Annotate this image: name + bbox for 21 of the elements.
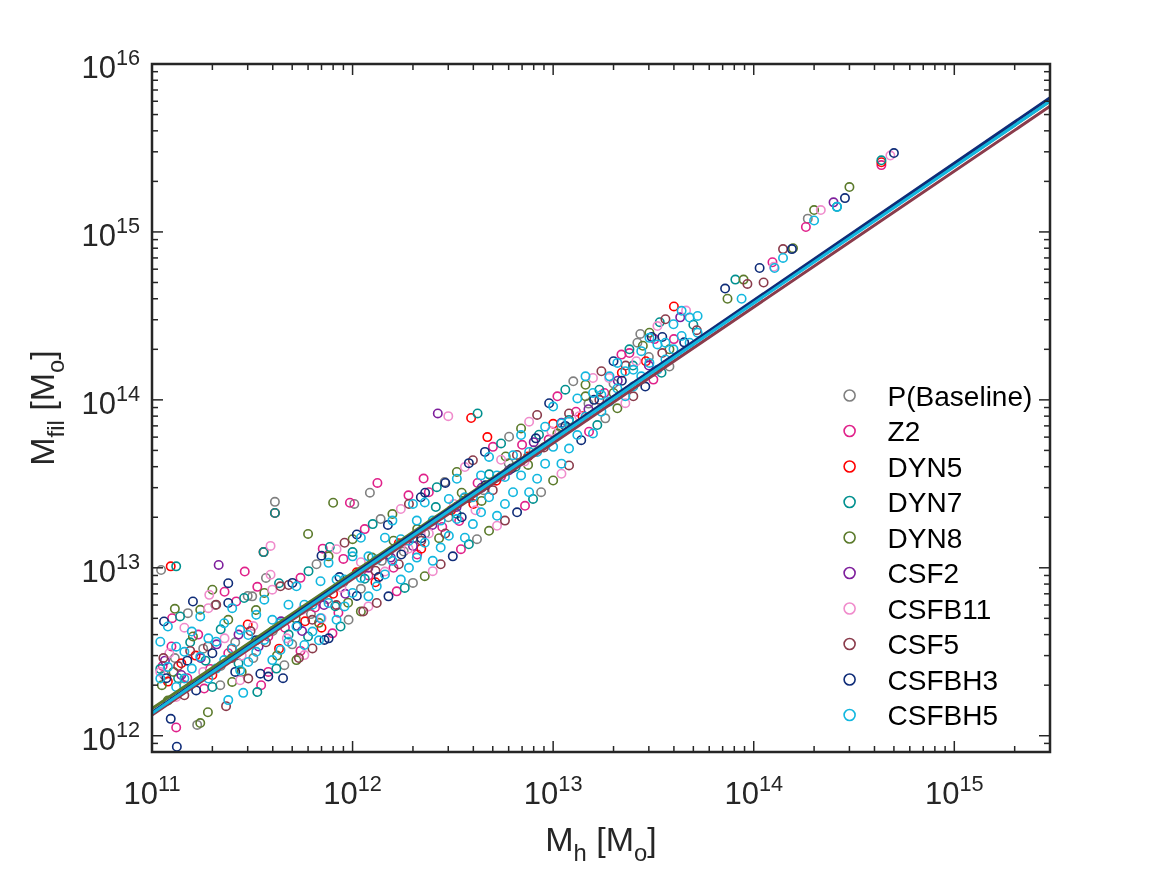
legend-label: CSFBH3 xyxy=(887,664,999,696)
y-tick-label: 10$^{13}$ xyxy=(81,548,140,589)
legend-label: CSFB11 xyxy=(887,593,992,625)
y-tick-label: 10$^{12}$ xyxy=(81,716,140,757)
legend-label: CSF5 xyxy=(887,629,960,661)
legend-label: P(Baseline) xyxy=(887,380,1033,412)
legend-label: DYN7 xyxy=(887,487,963,519)
x-tick-label: 10$^{11}$ xyxy=(123,770,181,811)
legend-label: CSFBH5 xyxy=(887,700,999,732)
x-tick-label: 10$^{14}$ xyxy=(724,770,784,811)
legend-label: DYN8 xyxy=(887,522,963,554)
x-axis-title: M$_{h}$ [M$_{o}$] xyxy=(545,820,657,866)
y-tick-label: 10$^{14}$ xyxy=(81,380,140,421)
x-tick-label: 10$^{13}$ xyxy=(523,770,583,811)
legend-label: DYN5 xyxy=(887,451,963,483)
legend-label: CSF2 xyxy=(887,558,960,590)
y-tick-label: 10$^{15}$ xyxy=(81,212,140,253)
x-tick-label: 10$^{12}$ xyxy=(323,770,382,811)
y-tick-label: 10$^{16}$ xyxy=(81,44,140,85)
x-tick-label: 10$^{15}$ xyxy=(925,770,984,811)
legend-label: Z2 xyxy=(887,416,921,448)
